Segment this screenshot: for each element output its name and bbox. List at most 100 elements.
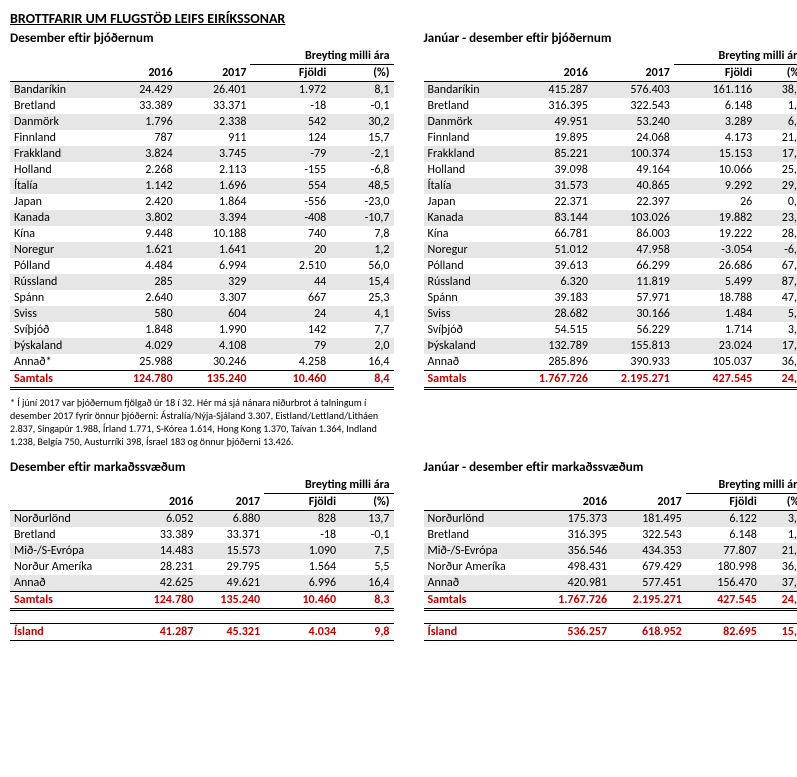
table-row: Svíþjóð1.8481.9901427,7 xyxy=(10,322,394,338)
table-row: Kanada3.8023.394-408-10,7 xyxy=(10,210,394,226)
table-row: Bandaríkin24.42926.4011.9728,1 xyxy=(10,82,394,99)
cell: 4.484 xyxy=(103,258,177,274)
cell: Kína xyxy=(424,226,510,242)
cell: 604 xyxy=(177,306,251,322)
cell: 17,8 xyxy=(756,146,797,162)
cell: 1.990 xyxy=(177,322,251,338)
cell: 8,1 xyxy=(330,82,393,99)
cell: Spánn xyxy=(10,290,103,306)
cell: 17,3 xyxy=(756,338,797,354)
panel-t2: Janúar - desember eftir þjóðernum Breyti… xyxy=(424,31,797,390)
cell: Noregur xyxy=(10,242,103,258)
table-row: Svíþjóð54.51556.2291.7143,1 xyxy=(424,322,797,338)
cell: -408 xyxy=(250,210,330,226)
cell: 4.173 xyxy=(674,130,756,146)
table-row: Rússland2853294415,4 xyxy=(10,274,394,290)
cell: 83.144 xyxy=(510,210,592,226)
table-row: Ítalía31.57340.8659.29229,4 xyxy=(424,178,797,194)
cell: -79 xyxy=(250,146,330,162)
cell: 23.024 xyxy=(674,338,756,354)
cell: Frakkland xyxy=(424,146,510,162)
cell: 3.289 xyxy=(674,114,756,130)
cell: Noregur xyxy=(424,242,510,258)
cell: 420.981 xyxy=(536,575,611,592)
cell: 33.389 xyxy=(131,527,198,543)
gap xyxy=(424,610,797,624)
cell: 24.429 xyxy=(103,82,177,99)
table-row: Noregur51.01247.958-3.054-6,0 xyxy=(424,242,797,258)
cell: 542 xyxy=(250,114,330,130)
cell: 1.848 xyxy=(103,322,177,338)
cell: 25,4 xyxy=(756,162,797,178)
cell: 13,7 xyxy=(340,511,393,528)
cell: Bretland xyxy=(10,527,131,543)
cell: 10.188 xyxy=(177,226,251,242)
cell: Kína xyxy=(10,226,103,242)
t1-table: Breyting milli ára 20162017Fjöldi(%) Ban… xyxy=(10,48,394,390)
table-row: Rússland6.32011.8195.49987,0 xyxy=(424,274,797,290)
cell: 4.108 xyxy=(177,338,251,354)
table-row: Danmörk1.7962.33854230,2 xyxy=(10,114,394,130)
cell: 285 xyxy=(103,274,177,290)
cell: -6,8 xyxy=(330,162,393,178)
cell: -0,1 xyxy=(330,98,393,114)
table-row: Bretland33.38933.371-18-0,1 xyxy=(10,527,394,543)
cell: 30.166 xyxy=(592,306,674,322)
cell: 390.933 xyxy=(592,354,674,371)
table-row: Kína9.44810.1887407,8 xyxy=(10,226,394,242)
cell: 156.470 xyxy=(686,575,761,592)
cell: -18 xyxy=(250,98,330,114)
cell: 85.221 xyxy=(510,146,592,162)
table-row: Bandaríkin415.287576.403161.11638,8 xyxy=(424,82,797,99)
cell: 1.864 xyxy=(177,194,251,210)
table-row: Annað285.896390.933105.03736,7 xyxy=(424,354,797,371)
table-row: Danmörk49.95153.2403.2896,6 xyxy=(424,114,797,130)
t2-table: Breyting milli ára 20162017Fjöldi(%) Ban… xyxy=(424,48,797,390)
cell: Finnland xyxy=(10,130,103,146)
cell: Ítalía xyxy=(10,178,103,194)
cell: -556 xyxy=(250,194,330,210)
cell: -2,1 xyxy=(330,146,393,162)
cell: 29,4 xyxy=(756,178,797,194)
cell: 181.495 xyxy=(611,511,686,528)
table-row: Noregur1.6211.641201,2 xyxy=(10,242,394,258)
cell: 22.371 xyxy=(510,194,592,210)
t1-title: Desember eftir þjóðernum xyxy=(10,31,394,46)
cell: 49.164 xyxy=(592,162,674,178)
cell: Bretland xyxy=(10,98,103,114)
cell: 316.395 xyxy=(510,98,592,114)
cell: 6.996 xyxy=(264,575,340,592)
cell: 3.745 xyxy=(177,146,251,162)
col-headers: 20162017Fjöldi(%) xyxy=(10,494,394,511)
cell: 7,8 xyxy=(330,226,393,242)
cell: Holland xyxy=(424,162,510,178)
cell: 679.429 xyxy=(611,559,686,575)
cell: Mið-/S-Evrópa xyxy=(10,543,131,559)
cell: 67,4 xyxy=(756,258,797,274)
t4-table: Breyting milli ára 20162017Fjöldi(%) Nor… xyxy=(424,477,797,641)
t3-table: Breyting milli ára 20162017Fjöldi(%) Nor… xyxy=(10,477,394,641)
bottom-row: Desember eftir markaðssvæðum Breyting mi… xyxy=(10,460,797,641)
cell: Rússland xyxy=(424,274,510,290)
table-row: Norðurlönd175.373181.4956.1223,5 xyxy=(424,511,797,528)
cell: Pólland xyxy=(424,258,510,274)
cell: 6.994 xyxy=(177,258,251,274)
cell: 47.958 xyxy=(592,242,674,258)
cell: 787 xyxy=(103,130,177,146)
cell: Norðurlönd xyxy=(10,511,131,528)
cell: 11.819 xyxy=(592,274,674,290)
cell: 39.183 xyxy=(510,290,592,306)
cell: 1,2 xyxy=(330,242,393,258)
cell: 51.012 xyxy=(510,242,592,258)
cell: -3.054 xyxy=(674,242,756,258)
table-row: Mið-/S-Evrópa14.48315.5731.0907,5 xyxy=(10,543,394,559)
table-row: Finnland78791112415,7 xyxy=(10,130,394,146)
cell: 576.403 xyxy=(592,82,674,99)
cell: 44 xyxy=(250,274,330,290)
cell: 155.813 xyxy=(592,338,674,354)
cell: 28.231 xyxy=(131,559,198,575)
cell: 322.543 xyxy=(611,527,686,543)
cell: 1.090 xyxy=(264,543,340,559)
cell: 6.880 xyxy=(197,511,264,528)
cell: Sviss xyxy=(424,306,510,322)
